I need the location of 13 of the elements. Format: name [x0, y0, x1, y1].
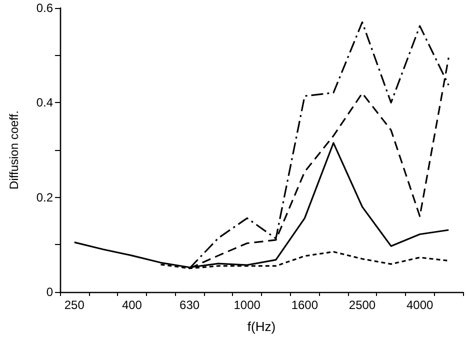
y-tick-label: 0 — [46, 285, 54, 299]
x-tick-label: 250 — [64, 298, 85, 312]
y-tick-label: 0.6 — [36, 1, 54, 15]
y-tick-label: 0.2 — [36, 190, 54, 204]
x-tick-label: 2500 — [348, 298, 376, 312]
x-axis-title: f(Hz) — [247, 319, 276, 334]
x-tick-label: 4000 — [406, 298, 434, 312]
y-axis-title: Diffusion coeff. — [7, 110, 21, 190]
x-tick-label: 1600 — [291, 298, 318, 312]
y-tick-label: 0.4 — [36, 96, 54, 110]
x-tick-label: 630 — [180, 298, 200, 312]
x-tick-label: 1000 — [234, 298, 261, 312]
x-tick-label: 400 — [122, 298, 142, 312]
